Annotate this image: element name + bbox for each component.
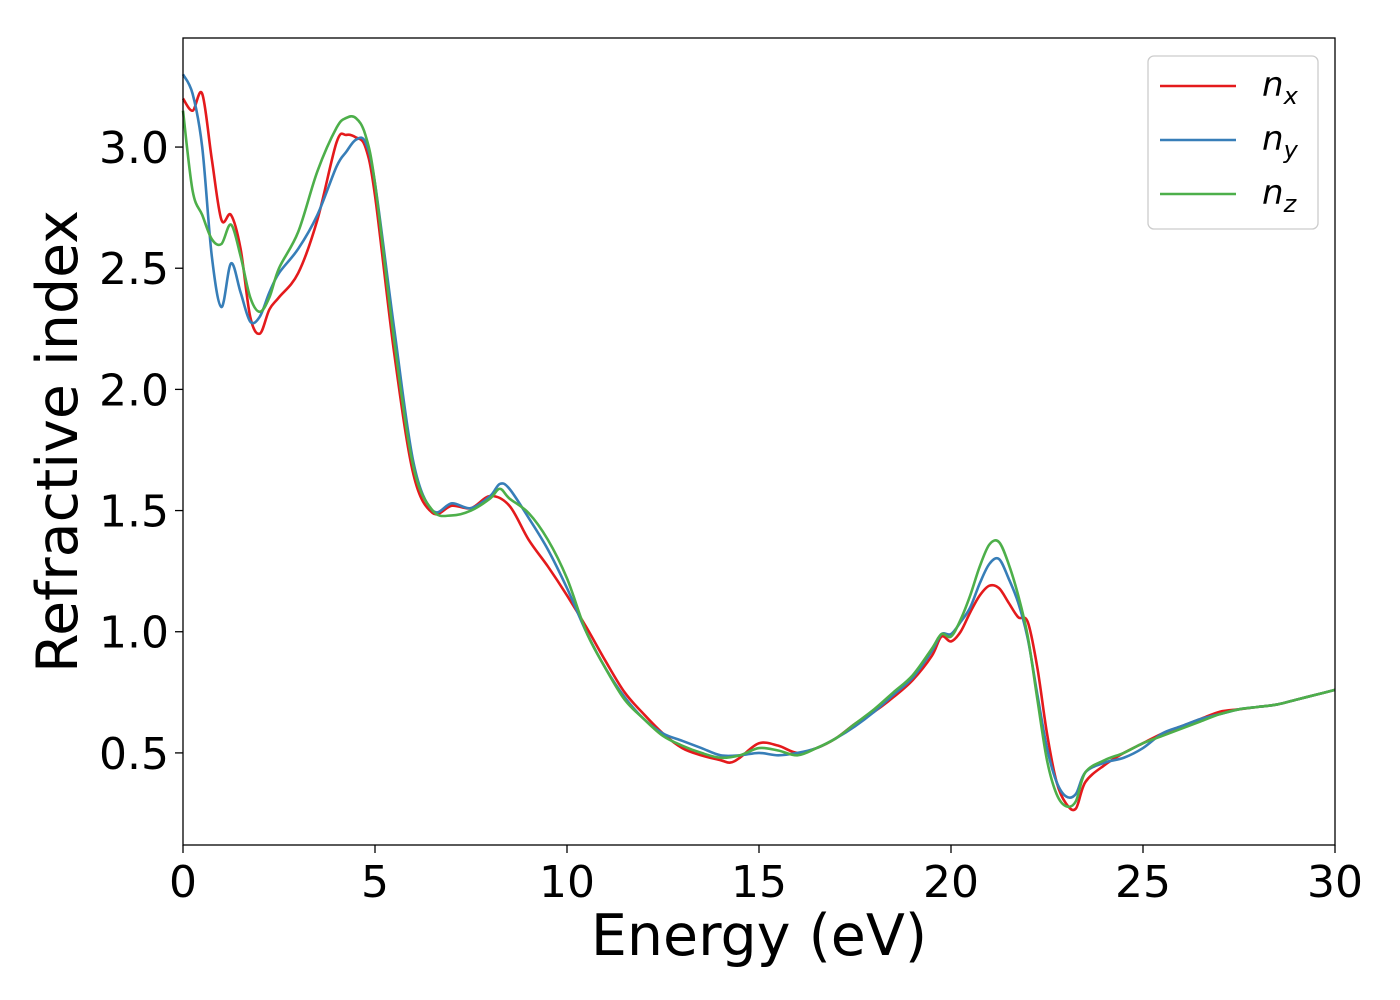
x-tick-label: 30 xyxy=(1307,857,1363,908)
y-tick-label: 3.0 xyxy=(99,123,169,174)
legend-label-main: n xyxy=(1262,119,1284,159)
y-axis-title: Refractive index xyxy=(25,210,91,673)
x-tick-label: 20 xyxy=(923,857,979,908)
legend-label-x: nx xyxy=(1262,65,1299,110)
legend-label-main: n xyxy=(1262,173,1284,213)
x-axis-title: Energy (eV) xyxy=(591,903,927,969)
y-tick-label: 0.5 xyxy=(99,729,169,780)
x-tick-label: 0 xyxy=(169,857,197,908)
series-layer xyxy=(181,73,1336,812)
y-tick-label: 2.0 xyxy=(99,365,169,416)
legend-label-main: n xyxy=(1262,65,1284,105)
x-tick-label: 15 xyxy=(731,857,787,908)
y-tick-label: 1.0 xyxy=(99,608,169,659)
series-line-z xyxy=(181,110,1336,809)
legend-label-subscript: y xyxy=(1283,136,1299,164)
y-tick-label: 1.5 xyxy=(99,487,169,538)
legend-box xyxy=(1147,55,1319,230)
legend-label-z: nz xyxy=(1262,173,1298,218)
x-axis-ticks: 0 5 10 15 20 25 30 xyxy=(169,845,1363,908)
x-tick-label: 10 xyxy=(539,857,595,908)
x-tick-label: 25 xyxy=(1115,857,1171,908)
legend-label-y: ny xyxy=(1262,119,1299,164)
x-tick-label: 5 xyxy=(361,857,389,908)
y-tick-label: 2.5 xyxy=(99,244,169,295)
y-axis-ticks: 0.5 1.0 1.5 2.0 2.5 3.0 xyxy=(99,123,183,780)
legend-label-subscript: x xyxy=(1283,82,1299,110)
legend-label-subscript: z xyxy=(1283,190,1298,218)
